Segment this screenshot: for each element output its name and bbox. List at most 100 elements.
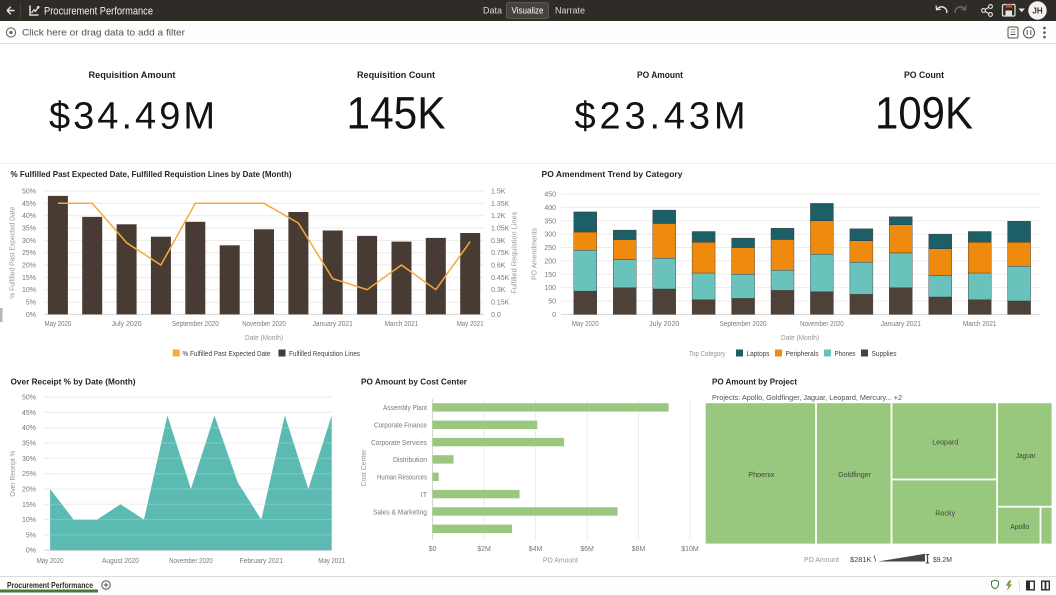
svg-text:20%: 20% bbox=[22, 263, 36, 270]
svg-text:Date (Month): Date (Month) bbox=[781, 335, 819, 342]
svg-text:300: 300 bbox=[544, 232, 556, 239]
svg-text:Rocky: Rocky bbox=[935, 508, 955, 517]
svg-text:10%: 10% bbox=[22, 517, 36, 524]
svg-text:PO Count: PO Count bbox=[904, 70, 945, 81]
svg-text:Procurement Performance: Procurement Performance bbox=[7, 580, 93, 590]
svg-text:0.15K: 0.15K bbox=[491, 300, 510, 307]
svg-text:PO Amount: PO Amount bbox=[804, 557, 839, 564]
svg-text:0.6K: 0.6K bbox=[491, 263, 506, 270]
svg-text:1.05K: 1.05K bbox=[491, 226, 510, 233]
svg-text:1.35K: 1.35K bbox=[491, 201, 510, 208]
svg-text:PO Amount: PO Amount bbox=[543, 558, 578, 565]
svg-text:30%: 30% bbox=[22, 456, 36, 463]
svg-text:$10M: $10M bbox=[681, 546, 699, 553]
svg-text:Corporate Services: Corporate Services bbox=[371, 440, 427, 447]
svg-text:$34.49M: $34.49M bbox=[49, 96, 215, 138]
svg-text:$281K: $281K bbox=[850, 557, 872, 564]
svg-text:PO Amendment Trend by Category: PO Amendment Trend by Category bbox=[542, 169, 683, 179]
svg-text:0.75K: 0.75K bbox=[491, 250, 510, 257]
svg-text:February 2021: February 2021 bbox=[240, 558, 284, 565]
svg-text:% Fulfilled Past Expected Date: % Fulfilled Past Expected Date, Fulfille… bbox=[11, 169, 292, 179]
svg-text:Over Receipt %: Over Receipt % bbox=[10, 451, 17, 497]
svg-text:Fulfilled Requistion Lines: Fulfilled Requistion Lines bbox=[289, 351, 360, 358]
svg-text:PO Amount by Cost Center: PO Amount by Cost Center bbox=[361, 377, 468, 387]
svg-text:Narrate: Narrate bbox=[555, 6, 585, 17]
svg-text:250: 250 bbox=[544, 245, 556, 252]
svg-text:35%: 35% bbox=[22, 226, 36, 233]
svg-text:45%: 45% bbox=[22, 201, 36, 208]
svg-text:15%: 15% bbox=[22, 275, 36, 282]
svg-text:5%: 5% bbox=[26, 532, 36, 539]
svg-text:0.9K: 0.9K bbox=[491, 238, 506, 245]
svg-text:July 2020: July 2020 bbox=[649, 321, 679, 328]
svg-text:Projects: Apollo, Goldfinger,: Projects: Apollo, Goldfinger, Jaguar, Le… bbox=[712, 393, 902, 402]
svg-text:350: 350 bbox=[544, 218, 556, 225]
svg-text:25%: 25% bbox=[22, 471, 36, 478]
svg-text:200: 200 bbox=[544, 258, 556, 265]
svg-text:Peripherals: Peripherals bbox=[786, 351, 819, 358]
svg-text:Jaguar: Jaguar bbox=[1016, 451, 1036, 460]
svg-text:Phoenix: Phoenix bbox=[748, 470, 774, 479]
svg-text:Apollo: Apollo bbox=[1010, 522, 1029, 531]
svg-text:January 2021: January 2021 bbox=[881, 321, 921, 328]
svg-text:Human Resources: Human Resources bbox=[377, 475, 427, 482]
svg-text:September 2020: September 2020 bbox=[720, 321, 767, 328]
svg-text:145K: 145K bbox=[347, 88, 446, 139]
svg-text:$2M: $2M bbox=[477, 546, 491, 553]
svg-text:PO Amendments: PO Amendments bbox=[532, 228, 539, 280]
svg-text:0%: 0% bbox=[26, 548, 36, 555]
svg-text:Cost Center: Cost Center bbox=[361, 449, 368, 487]
svg-text:JH: JH bbox=[1032, 7, 1042, 16]
svg-text:$0: $0 bbox=[429, 546, 437, 553]
svg-text:$9.2M: $9.2M bbox=[933, 557, 952, 564]
svg-text:Supplies: Supplies bbox=[872, 351, 897, 358]
svg-text:% Fulfilled Past Expected Date: % Fulfilled Past Expected Date bbox=[10, 207, 17, 299]
svg-text:November 2020: November 2020 bbox=[242, 321, 286, 328]
svg-text:40%: 40% bbox=[22, 425, 36, 432]
svg-text:109K: 109K bbox=[875, 88, 973, 139]
svg-text:January 2021: January 2021 bbox=[313, 321, 353, 328]
svg-text:May 2020: May 2020 bbox=[572, 321, 599, 328]
svg-text:400: 400 bbox=[544, 205, 556, 212]
svg-text:50: 50 bbox=[548, 299, 556, 306]
svg-text:November 2020: November 2020 bbox=[169, 558, 213, 565]
svg-text:PO Amount by Project: PO Amount by Project bbox=[712, 377, 797, 387]
svg-text:July 2020: July 2020 bbox=[112, 321, 142, 328]
svg-text:% Fulfilled Past Expected Date: % Fulfilled Past Expected Date bbox=[183, 351, 271, 358]
svg-text:15%: 15% bbox=[22, 502, 36, 509]
svg-text:Corporate Finance: Corporate Finance bbox=[374, 423, 427, 430]
svg-text:IT: IT bbox=[421, 492, 428, 499]
svg-text:150: 150 bbox=[544, 272, 556, 279]
svg-text:Goldfinger: Goldfinger bbox=[838, 470, 871, 479]
svg-text:May 2021: May 2021 bbox=[457, 321, 484, 328]
svg-text:0%: 0% bbox=[26, 312, 36, 319]
svg-text:Requisition Count: Requisition Count bbox=[357, 70, 436, 81]
svg-text:0.0: 0.0 bbox=[491, 312, 501, 319]
svg-text:0.45K: 0.45K bbox=[491, 275, 510, 282]
svg-text:Phones: Phones bbox=[835, 351, 856, 358]
svg-text:May 2020: May 2020 bbox=[45, 321, 72, 328]
svg-text:March 2021: March 2021 bbox=[385, 321, 419, 328]
svg-text:$23.43M: $23.43M bbox=[575, 96, 746, 138]
svg-text:August 2020: August 2020 bbox=[102, 558, 139, 565]
svg-text:Date (Month): Date (Month) bbox=[245, 335, 283, 342]
svg-text:Sales & Marketing: Sales & Marketing bbox=[373, 509, 427, 516]
svg-text:40%: 40% bbox=[22, 213, 36, 220]
svg-text:Data: Data bbox=[483, 6, 503, 17]
svg-text:May 2020: May 2020 bbox=[37, 558, 64, 565]
svg-text:Leopard: Leopard bbox=[932, 437, 958, 446]
svg-text:May 2021: May 2021 bbox=[318, 558, 345, 565]
svg-text:100: 100 bbox=[544, 285, 556, 292]
svg-text:Laptops: Laptops bbox=[747, 351, 770, 358]
svg-text:Click here or drag data to add: Click here or drag data to add a filter bbox=[22, 28, 185, 39]
svg-text:Requisition Amount: Requisition Amount bbox=[89, 70, 177, 81]
svg-text:September 2020: September 2020 bbox=[172, 321, 219, 328]
svg-text:0: 0 bbox=[552, 312, 556, 319]
svg-text:March 2021: March 2021 bbox=[963, 321, 997, 328]
svg-text:30%: 30% bbox=[22, 238, 36, 245]
svg-text:Top Category: Top Category bbox=[689, 351, 726, 358]
svg-text:5%: 5% bbox=[26, 300, 36, 307]
svg-text:Assembly Plant: Assembly Plant bbox=[383, 405, 427, 412]
svg-text:25%: 25% bbox=[22, 250, 36, 257]
svg-text:0.3K: 0.3K bbox=[491, 287, 506, 294]
